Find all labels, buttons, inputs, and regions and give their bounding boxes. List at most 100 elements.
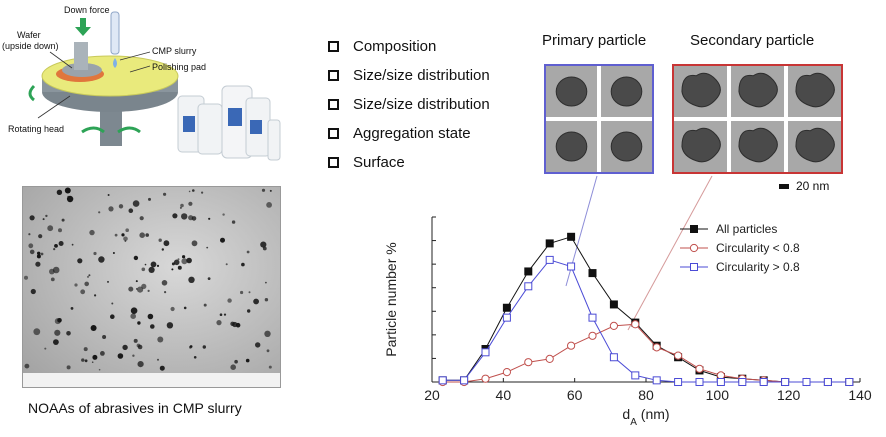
tem-particles xyxy=(23,187,280,387)
particle-image-cell xyxy=(601,121,652,172)
legend-marker xyxy=(690,225,698,233)
checkbox-icon xyxy=(328,127,339,139)
data-point xyxy=(674,351,683,360)
data-point xyxy=(609,353,618,362)
data-point xyxy=(631,371,640,380)
data-point xyxy=(738,378,747,386)
x-tick-label: 60 xyxy=(567,387,583,403)
label-wafer: Wafer xyxy=(17,30,41,40)
pad-spindle xyxy=(100,108,122,146)
data-point xyxy=(481,374,490,383)
legend-marker xyxy=(690,263,698,271)
legend-label: Circularity < 0.8 xyxy=(716,241,800,255)
data-point xyxy=(845,378,854,386)
head-shaft xyxy=(74,42,88,70)
checkbox-icon xyxy=(328,69,339,81)
x-tick-label: 100 xyxy=(706,387,730,403)
legend-label: Circularity > 0.8 xyxy=(716,260,800,274)
data-point xyxy=(695,364,704,373)
x-axis-label: dA (nm) xyxy=(622,406,669,428)
data-point xyxy=(652,343,661,352)
data-point xyxy=(609,300,618,309)
rotation-arrow-icon xyxy=(81,126,105,134)
checklist-item: Surface xyxy=(328,152,405,172)
label-upside-down: (upside down) xyxy=(2,41,59,51)
cmp-schematic: Down force Wafer (upside down) CMP slurr… xyxy=(0,0,300,175)
data-point xyxy=(652,376,661,385)
x-tick-label: 20 xyxy=(424,387,440,403)
label-rotating-head: Rotating head xyxy=(8,124,65,134)
data-point xyxy=(545,255,554,264)
data-point xyxy=(502,313,511,322)
data-point xyxy=(438,376,447,385)
y-axis-label: Particle number % xyxy=(383,242,399,356)
primary-particle-title: Primary particle xyxy=(542,32,647,49)
data-point xyxy=(567,262,576,271)
data-point xyxy=(588,331,597,340)
data-point xyxy=(524,358,533,367)
particle-size-chart: 20 40 60 80 100 120 140 Particle number % dA (nm… xyxy=(370,205,886,432)
particle-image-cell xyxy=(731,66,784,117)
slurry-drop xyxy=(113,58,117,68)
label-polishing-pad: Polishing pad xyxy=(152,62,207,72)
checklist-label: Size/size distribution xyxy=(353,66,490,84)
data-point xyxy=(716,378,725,386)
data-point xyxy=(502,303,511,312)
data-point xyxy=(545,239,554,248)
particle-image-cell xyxy=(674,66,727,117)
checklist-label: Aggregation state xyxy=(353,124,471,142)
data-point xyxy=(588,269,597,278)
legend-label: All particles xyxy=(716,222,777,236)
secondary-particle-title: Secondary particle xyxy=(690,32,815,49)
legend-marker xyxy=(689,243,699,253)
data-point xyxy=(524,267,533,276)
cmp-illustration xyxy=(28,11,281,161)
particle-image-cell xyxy=(674,121,727,172)
data-point xyxy=(631,320,640,329)
chart-svg: 20 40 60 80 100 120 140 Particle number % dA (nm… xyxy=(383,216,872,428)
data-point xyxy=(481,348,490,357)
checkbox-icon xyxy=(328,156,339,168)
data-point xyxy=(781,378,790,386)
x-tick-label: 80 xyxy=(638,387,654,403)
data-point xyxy=(759,378,768,386)
slurry-bottles xyxy=(177,85,281,161)
data-point xyxy=(823,378,832,386)
particle-image-cell xyxy=(788,121,841,172)
checklist-item: Size/size distribution xyxy=(328,94,490,114)
data-point xyxy=(588,313,597,322)
checklist-label: Composition xyxy=(353,37,437,55)
scale-bar xyxy=(779,184,789,189)
x-tick-label: 120 xyxy=(777,387,801,403)
particle-image-cell xyxy=(546,66,597,117)
data-point xyxy=(695,378,704,386)
scale-bar-label: 20 nm xyxy=(796,179,830,193)
particle-image-cell xyxy=(546,121,597,172)
x-tick-label: 40 xyxy=(496,387,512,403)
data-point xyxy=(716,371,725,380)
checklist-label: Size/size distribution xyxy=(353,95,490,113)
down-force-arrow-icon xyxy=(75,18,91,36)
particle-image-cell xyxy=(788,66,841,117)
data-point xyxy=(567,232,576,241)
label-cmp-slurry: CMP slurry xyxy=(152,46,197,56)
checklist-item: Composition xyxy=(328,36,436,56)
checklist-label: Surface xyxy=(353,153,405,171)
checkbox-icon xyxy=(328,98,339,110)
tem-micrograph xyxy=(22,186,281,388)
tem-caption: NOAAs of abrasives in CMP slurry xyxy=(28,400,242,416)
data-point xyxy=(802,378,811,386)
secondary-particle-images xyxy=(672,64,843,174)
particle-image-cell xyxy=(731,121,784,172)
checkbox-icon xyxy=(328,40,339,52)
slurry-nozzle xyxy=(110,11,120,55)
label-down-force: Down force xyxy=(64,5,110,15)
x-tick-label: 140 xyxy=(848,387,872,403)
data-point xyxy=(674,378,683,386)
data-point xyxy=(460,376,469,385)
data-point xyxy=(545,354,554,363)
data-point xyxy=(609,321,618,331)
checklist-item: Aggregation state xyxy=(328,123,471,143)
data-point xyxy=(502,368,511,377)
primary-particle-images xyxy=(544,64,654,174)
